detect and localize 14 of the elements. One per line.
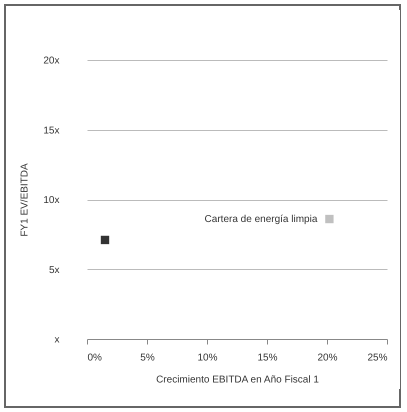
y-tick-label: x [54,334,60,346]
x-tick-label: 10% [197,352,218,364]
y-tick-label: 5x [48,264,60,276]
x-tick-label: 15% [257,352,278,364]
x-tick-label: 25% [367,352,388,364]
x-axis-title: Crecimiento EBITDA en Año Fiscal 1 [156,374,320,386]
y-tick-label: 15x [43,125,60,136]
y-tick-label: 10x [43,195,60,206]
x-tick-label: 5% [140,352,155,364]
series-label: Cartera de energía limpia [204,214,318,226]
y-axis-title: FY1 EV/EBITDA [19,162,30,237]
y-tick-label: 20x [43,56,60,66]
x-tick-label: 20% [317,352,338,364]
x-tick-label: 0% [88,352,102,364]
